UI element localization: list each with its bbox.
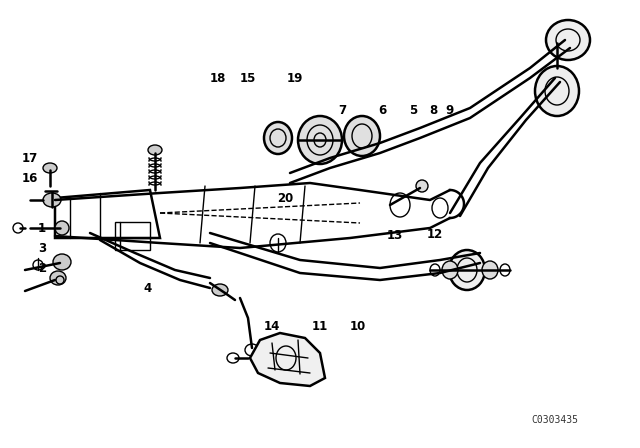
- Ellipse shape: [212, 284, 228, 296]
- Ellipse shape: [482, 261, 498, 279]
- Text: 20: 20: [277, 191, 293, 204]
- Ellipse shape: [416, 180, 428, 192]
- Ellipse shape: [264, 122, 292, 154]
- Text: 8: 8: [429, 103, 437, 116]
- Text: 14: 14: [264, 319, 280, 332]
- Ellipse shape: [148, 145, 162, 155]
- Ellipse shape: [298, 116, 342, 164]
- Text: C0303435: C0303435: [531, 415, 579, 425]
- Text: 1: 1: [38, 221, 46, 234]
- Text: 4: 4: [144, 281, 152, 294]
- Ellipse shape: [55, 221, 69, 235]
- Text: 6: 6: [378, 103, 386, 116]
- Text: 19: 19: [287, 72, 303, 85]
- Text: 7: 7: [338, 103, 346, 116]
- Text: 17: 17: [22, 151, 38, 164]
- Ellipse shape: [449, 250, 485, 290]
- Ellipse shape: [442, 261, 458, 279]
- Text: 15: 15: [240, 72, 256, 85]
- Text: 5: 5: [409, 103, 417, 116]
- Text: 2: 2: [38, 262, 46, 275]
- Text: 13: 13: [387, 228, 403, 241]
- Text: 10: 10: [350, 319, 366, 332]
- Text: 9: 9: [446, 103, 454, 116]
- Text: 11: 11: [312, 319, 328, 332]
- Ellipse shape: [50, 271, 66, 285]
- Ellipse shape: [43, 163, 57, 173]
- Text: 12: 12: [427, 228, 443, 241]
- Text: 16: 16: [22, 172, 38, 185]
- Text: 3: 3: [38, 241, 46, 254]
- Polygon shape: [250, 333, 325, 386]
- Ellipse shape: [43, 193, 61, 207]
- Ellipse shape: [551, 35, 563, 45]
- Ellipse shape: [53, 254, 71, 270]
- Ellipse shape: [546, 20, 590, 60]
- Ellipse shape: [344, 116, 380, 156]
- Bar: [115, 222, 150, 250]
- Ellipse shape: [535, 66, 579, 116]
- Text: 18: 18: [210, 72, 226, 85]
- Polygon shape: [55, 190, 160, 238]
